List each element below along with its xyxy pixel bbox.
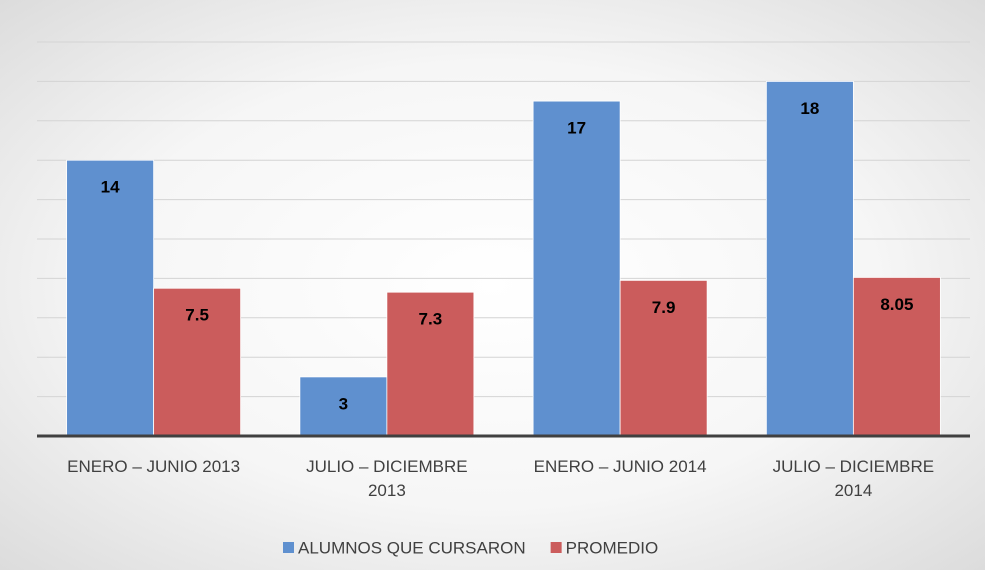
data-label: 18 bbox=[800, 99, 819, 118]
bar bbox=[386, 291, 475, 437]
data-label: 7.5 bbox=[185, 306, 209, 325]
x-tick-label: JULIO – DICIEMBRE 2014 bbox=[772, 457, 935, 500]
legend-swatch bbox=[550, 542, 562, 553]
data-label: 7.3 bbox=[419, 310, 443, 329]
x-tick-label: JULIO – DICIEMBRE 2013 bbox=[306, 457, 468, 500]
bar bbox=[153, 287, 242, 437]
data-label: 17 bbox=[567, 119, 586, 138]
bar bbox=[532, 100, 621, 437]
data-label: 14 bbox=[101, 178, 120, 197]
legend-label: PROMEDIO bbox=[566, 538, 659, 557]
data-label: 7.9 bbox=[652, 298, 676, 317]
bar bbox=[66, 159, 155, 437]
bar bbox=[299, 376, 388, 437]
data-label: 8.05 bbox=[880, 295, 913, 314]
legend-swatch bbox=[283, 542, 294, 553]
x-tick-label: ENERO – JUNIO 2013 bbox=[67, 457, 241, 476]
data-label: 3 bbox=[339, 394, 348, 413]
bar bbox=[619, 279, 708, 437]
bar bbox=[765, 81, 854, 437]
bar bbox=[852, 277, 941, 437]
legend-label: ALUMNOS QUE CURSARON bbox=[298, 538, 526, 557]
x-tick-label: ENERO – JUNIO 2014 bbox=[533, 457, 707, 476]
